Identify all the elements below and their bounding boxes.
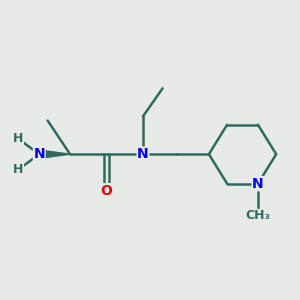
Text: H: H xyxy=(13,132,23,145)
Text: O: O xyxy=(100,184,112,198)
Text: N: N xyxy=(33,147,45,161)
Text: CH₃: CH₃ xyxy=(245,209,271,222)
Text: N: N xyxy=(137,147,149,161)
Text: H: H xyxy=(13,163,23,176)
Text: N: N xyxy=(252,177,264,191)
Polygon shape xyxy=(39,150,70,158)
